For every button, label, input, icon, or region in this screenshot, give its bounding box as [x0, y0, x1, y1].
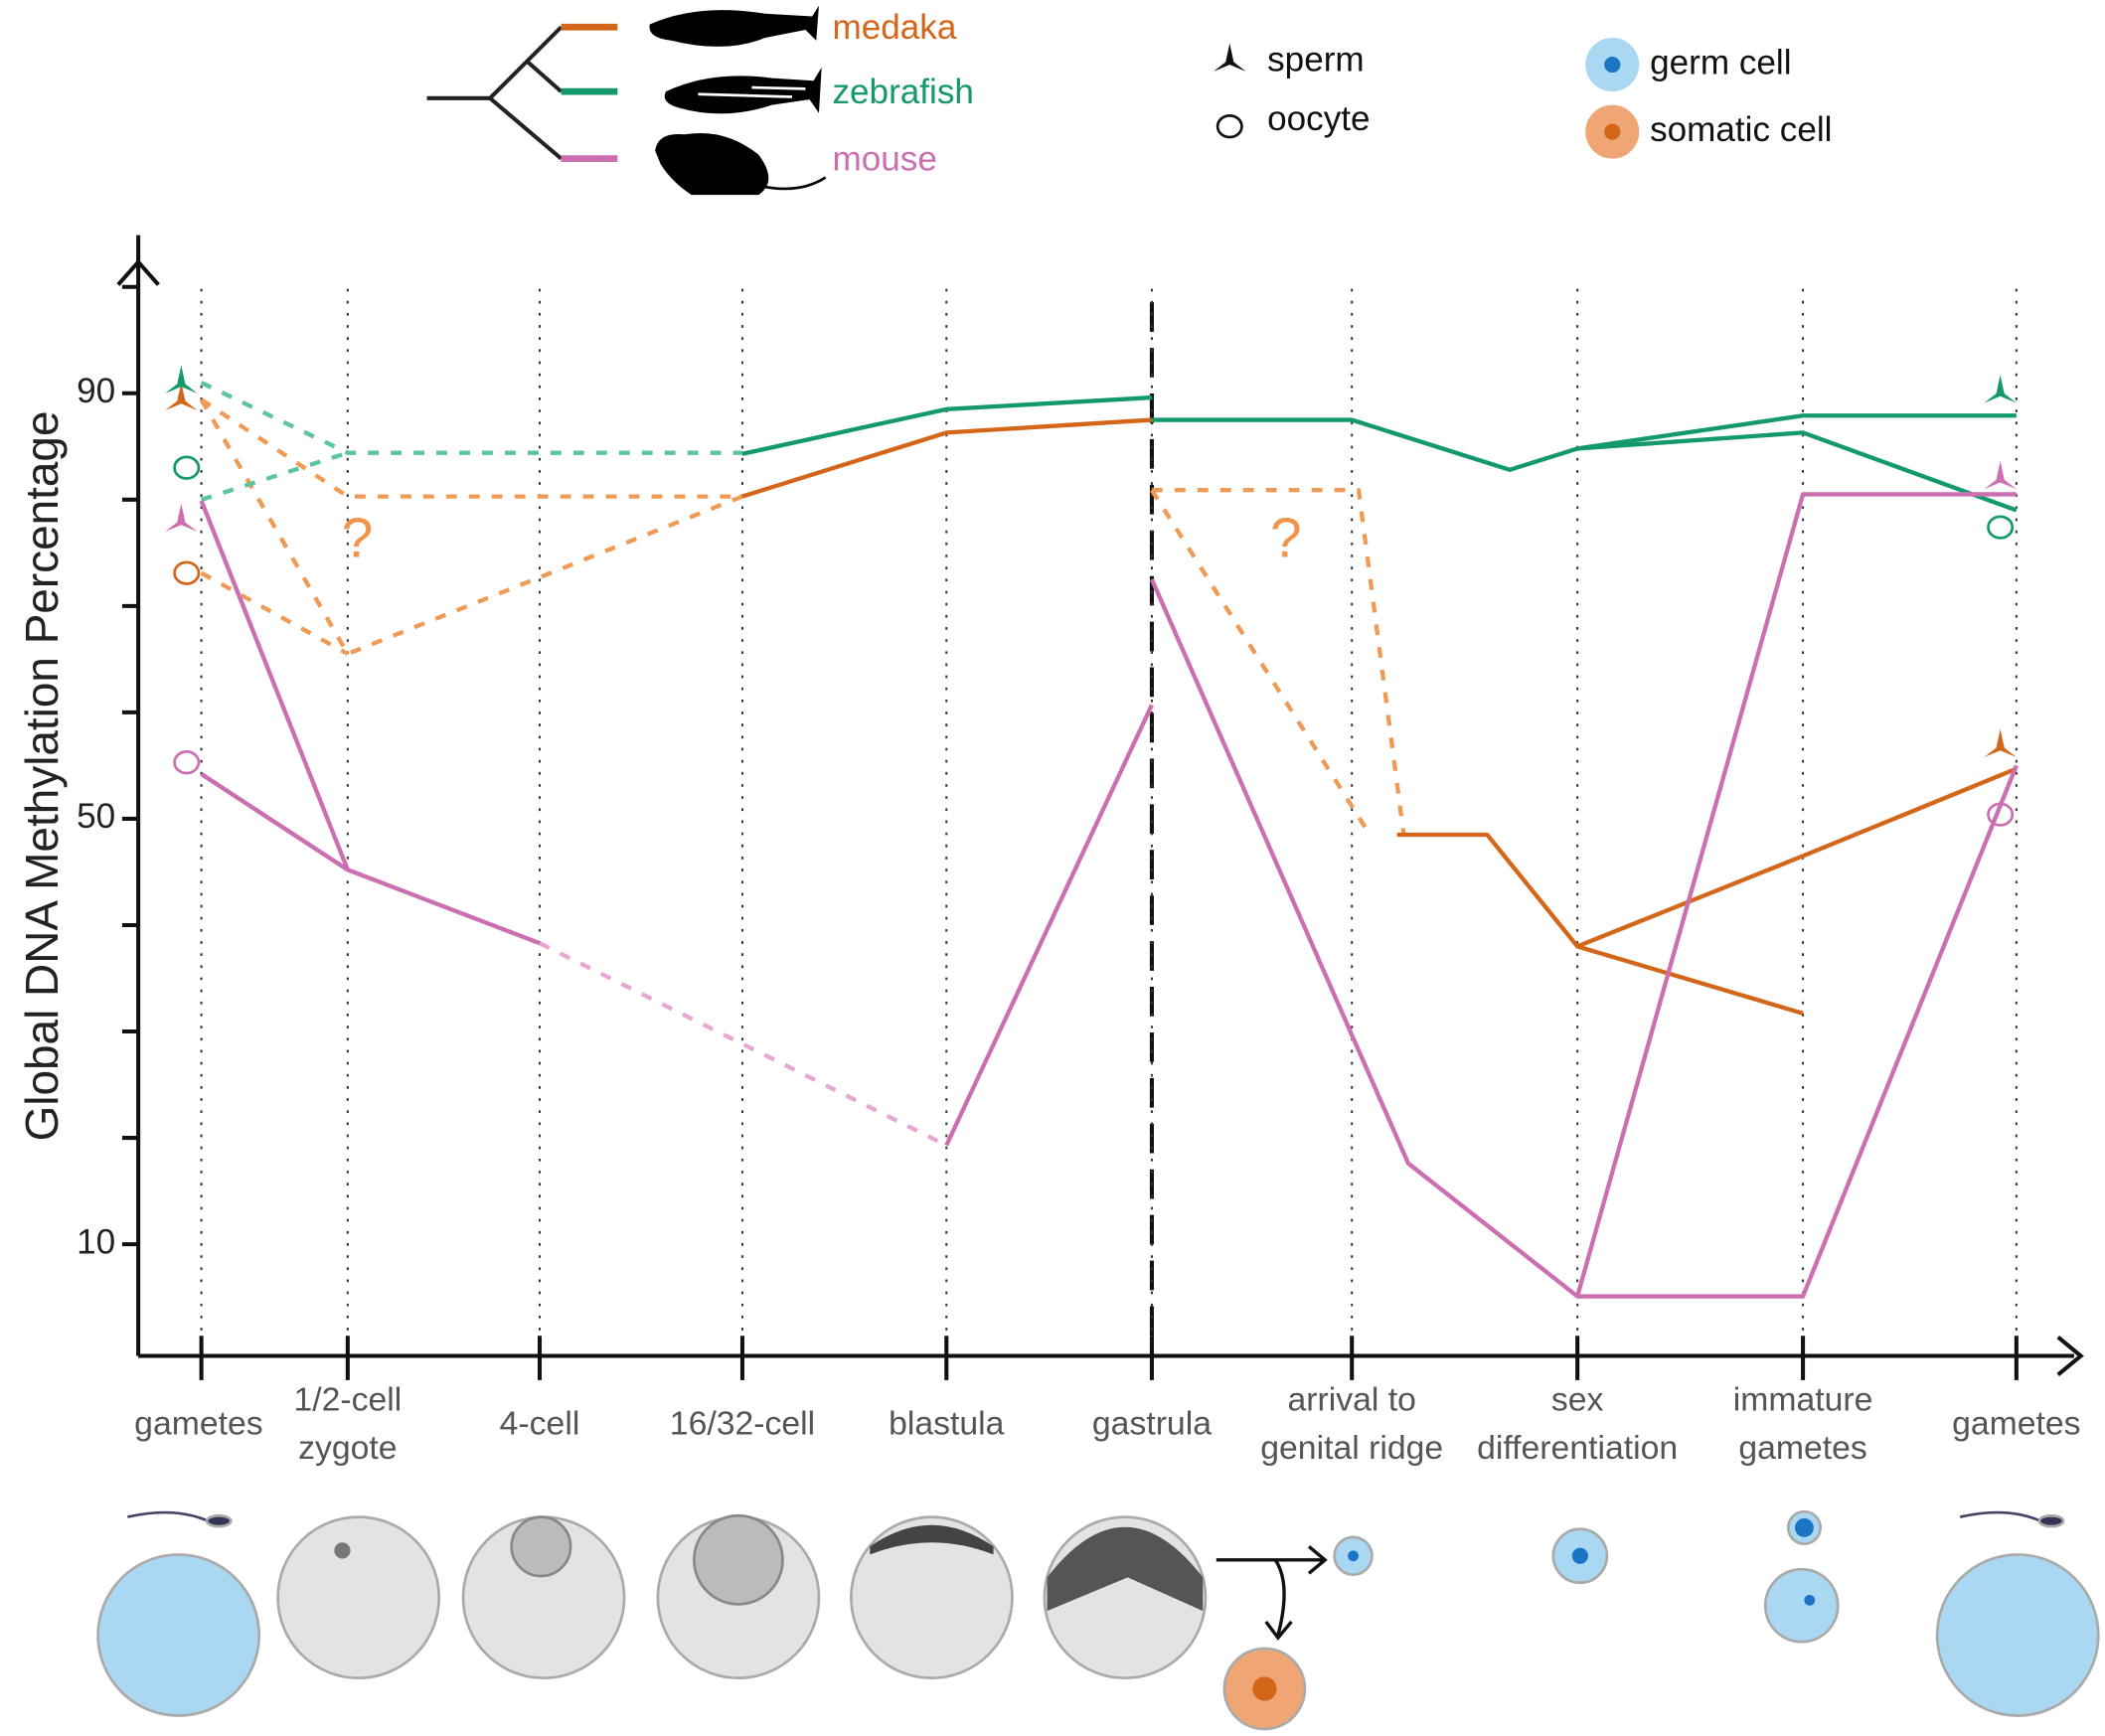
- oocyte-marker: [173, 455, 201, 480]
- legend-label: zebrafish: [832, 73, 973, 111]
- silhouettes: [649, 5, 827, 196]
- x-tick-label: 4-cell: [500, 1405, 580, 1443]
- sperm-marker: [165, 382, 198, 411]
- blastomeres: [692, 1513, 784, 1606]
- legend-nucleus: [1604, 56, 1621, 74]
- dashed-line: [200, 570, 349, 656]
- stripe: [698, 92, 792, 98]
- sperm-head: [2037, 1513, 2065, 1528]
- germ-nucleus: [1794, 1517, 1814, 1537]
- sperm-tail: [127, 1510, 209, 1522]
- stripe: [751, 85, 806, 90]
- x-tick-label: 1/2-cell: [293, 1380, 402, 1418]
- zygote: [276, 1515, 441, 1680]
- line: [1576, 430, 2018, 513]
- annotation: ?: [342, 508, 374, 570]
- line: [741, 395, 1153, 456]
- annotation: ?: [1270, 508, 1302, 570]
- x-tick-label: 16/32-cell: [670, 1405, 815, 1443]
- blastoderm: [870, 1524, 994, 1555]
- legend-label: oocyte: [1267, 99, 1370, 138]
- oocyte-marker: [173, 750, 201, 775]
- gamete-cell: [96, 1553, 261, 1717]
- blastula: [850, 1515, 1014, 1680]
- sperm-marker: [165, 503, 198, 533]
- dashed-line: [1150, 489, 1373, 837]
- phylogeny: [426, 25, 564, 161]
- legend-label: somatic cell: [1650, 110, 1832, 149]
- x-tick-label: gametes: [1952, 1405, 2080, 1443]
- sperm-tail: [1959, 1510, 2041, 1522]
- line: [1149, 578, 2019, 1299]
- x-tick-label: blastula: [889, 1405, 1005, 1443]
- fate-arrows: [1215, 1545, 1328, 1641]
- dashed-line: [1151, 488, 1406, 836]
- mouse-icon: [655, 132, 769, 196]
- germ-nucleus: [1571, 1547, 1588, 1564]
- mouse-tail: [757, 176, 827, 191]
- x-tick-label: arrival to: [1288, 1380, 1416, 1418]
- line: [200, 772, 350, 872]
- sperm-marker: [1984, 460, 2017, 490]
- y-tick-label: 50: [77, 797, 115, 836]
- dashed-line: [200, 381, 742, 455]
- dashed-line: [200, 450, 349, 502]
- x-tick-label: gametes: [1738, 1429, 1866, 1467]
- oocyte-marker: [173, 560, 201, 585]
- y-axis-label: Global DNA Methylation Percentage: [16, 411, 68, 1142]
- germ-nucleus: [1348, 1550, 1359, 1562]
- y-tick-label: 90: [77, 372, 115, 410]
- tree: [426, 25, 564, 161]
- line: [1396, 766, 2018, 949]
- nucleus: [334, 1542, 351, 1559]
- axes: [116, 235, 2084, 1376]
- y-arrow: [116, 258, 160, 286]
- x-tick-label: differentiation: [1477, 1429, 1678, 1467]
- gamete-cell: [1935, 1553, 2100, 1717]
- x-tick-label: genital ridge: [1260, 1429, 1443, 1467]
- sperm-marker: [1214, 43, 1246, 72]
- oocyte-marker: [1215, 114, 1243, 139]
- legend-label: mouse: [832, 140, 936, 179]
- y-tick-label: 10: [77, 1222, 115, 1261]
- sperm-marker: [1984, 375, 2017, 403]
- zebrafish-icon: [664, 67, 822, 114]
- medaka-icon: [649, 5, 819, 47]
- sperm-marker: [1984, 728, 2017, 757]
- legend-nucleus: [1604, 123, 1621, 140]
- x-tick-label: gametes: [134, 1405, 262, 1443]
- germ-layers: [1047, 1526, 1204, 1612]
- oocyte-marker: [1987, 802, 2015, 827]
- x-tick-label: zygote: [298, 1429, 397, 1467]
- sperm-marker: [165, 365, 198, 394]
- legend-label: germ cell: [1650, 43, 1791, 81]
- x-arrow: [2056, 1336, 2084, 1376]
- blastomeres: [510, 1515, 572, 1578]
- germ-cell: [1763, 1567, 1840, 1644]
- somatic-nucleus: [1252, 1676, 1277, 1701]
- sperm-head: [205, 1513, 233, 1528]
- germ-nucleus: [1804, 1594, 1816, 1606]
- line: [1151, 413, 2017, 473]
- line: [1576, 944, 1804, 1016]
- legend-label: sperm: [1267, 41, 1365, 79]
- x-tick-label: sex: [1551, 1380, 1604, 1418]
- x-tick-label: gastrula: [1092, 1405, 1212, 1443]
- dashed-line: [200, 397, 742, 499]
- line: [944, 704, 1154, 1147]
- stage-illustrations: [96, 1509, 2100, 1731]
- oocyte-marker: [1987, 515, 2015, 540]
- legend-label: medaka: [832, 8, 956, 47]
- dashed-line: [539, 941, 948, 1148]
- line: [741, 417, 1153, 499]
- x-tick-label: immature: [1733, 1380, 1873, 1418]
- line: [1575, 492, 2017, 1298]
